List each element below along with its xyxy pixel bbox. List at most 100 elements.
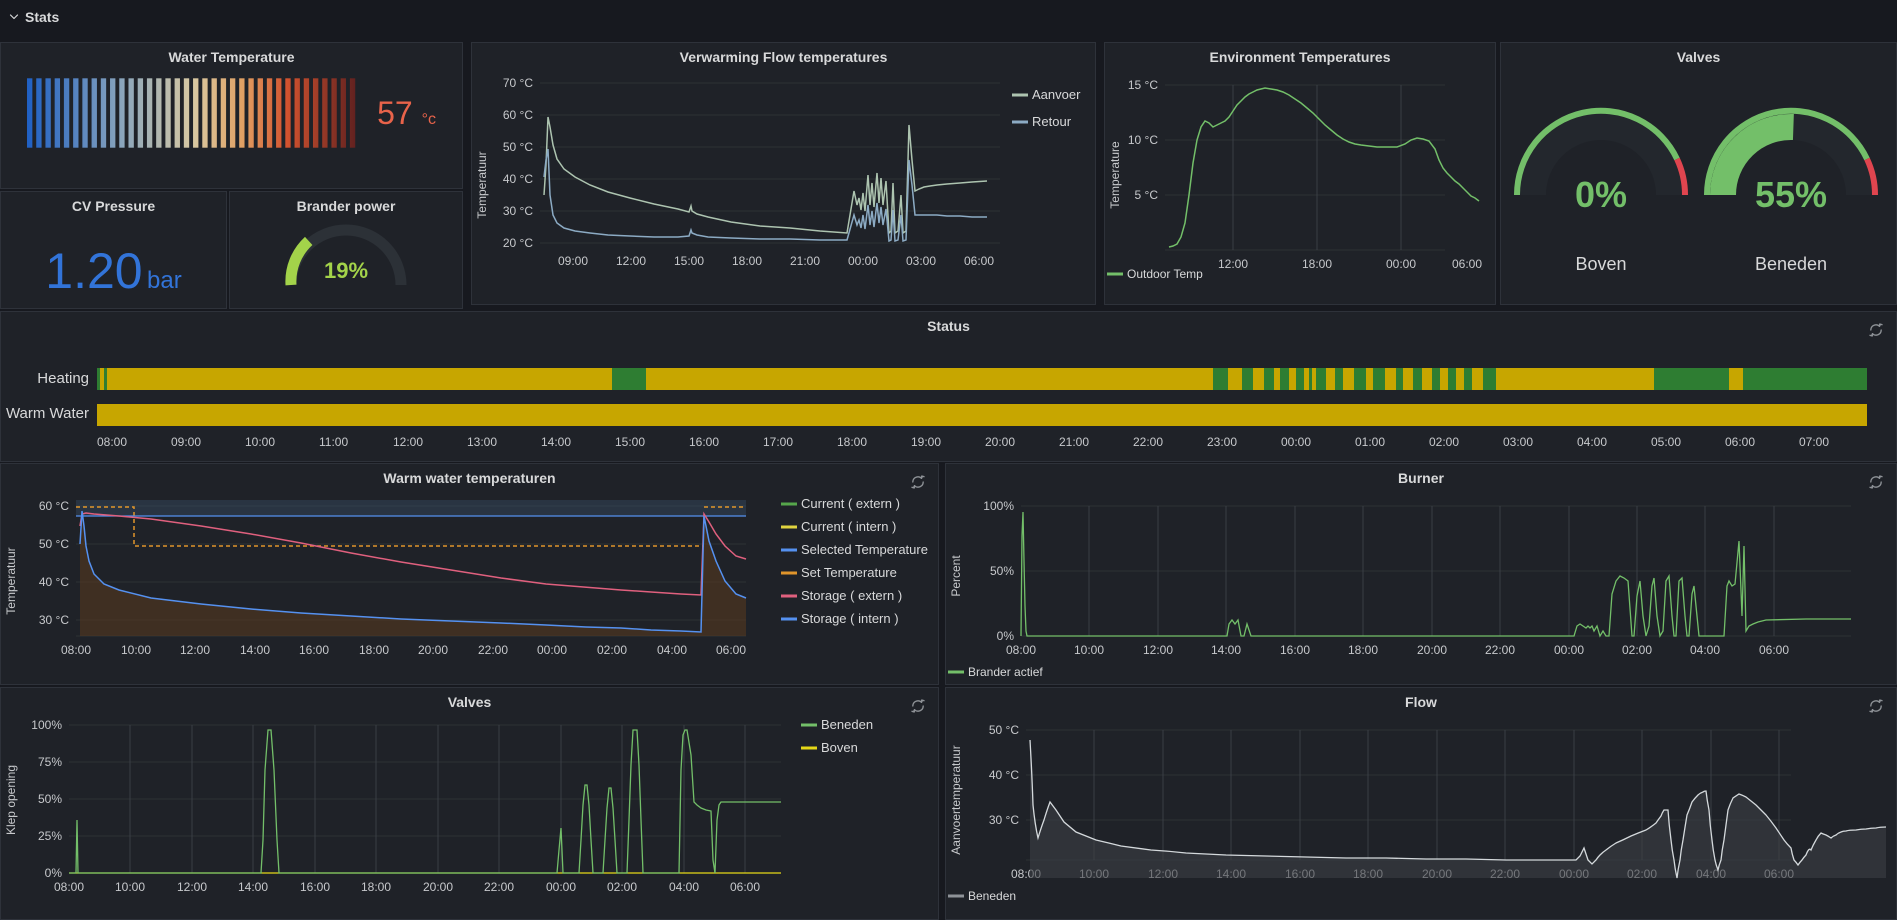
svg-text:16:00: 16:00 bbox=[1280, 643, 1310, 657]
svg-text:02:00: 02:00 bbox=[597, 643, 627, 657]
svg-text:02:00: 02:00 bbox=[607, 880, 637, 894]
svg-text:Boven: Boven bbox=[821, 740, 858, 755]
svg-text:Selected Temperature: Selected Temperature bbox=[801, 542, 928, 557]
svg-text:40 °C: 40 °C bbox=[503, 172, 533, 186]
svg-text:Temperature: Temperature bbox=[1108, 141, 1122, 209]
svg-text:02:00: 02:00 bbox=[1622, 643, 1652, 657]
svg-text:04:00: 04:00 bbox=[669, 880, 699, 894]
svg-text:00:00: 00:00 bbox=[537, 643, 567, 657]
svg-text:16:00: 16:00 bbox=[299, 643, 329, 657]
svg-text:16:00: 16:00 bbox=[300, 880, 330, 894]
svg-text:01:00: 01:00 bbox=[1355, 435, 1385, 449]
svg-text:Aanvoer: Aanvoer bbox=[1032, 87, 1081, 102]
svg-text:21:00: 21:00 bbox=[790, 254, 820, 268]
svg-text:14:00: 14:00 bbox=[541, 435, 571, 449]
svg-text:06:00: 06:00 bbox=[1759, 643, 1789, 657]
svg-text:0%: 0% bbox=[997, 629, 1015, 643]
svg-text:12:00: 12:00 bbox=[393, 435, 423, 449]
svg-text:23:00: 23:00 bbox=[1207, 435, 1237, 449]
svg-text:06:00: 06:00 bbox=[964, 254, 994, 268]
svg-text:0%: 0% bbox=[1575, 174, 1627, 215]
svg-text:20 °C: 20 °C bbox=[503, 236, 533, 250]
svg-text:70 °C: 70 °C bbox=[503, 76, 533, 90]
svg-text:14:00: 14:00 bbox=[240, 643, 270, 657]
svg-text:12:00: 12:00 bbox=[1218, 257, 1248, 271]
svg-text:Outdoor Temp: Outdoor Temp bbox=[1127, 267, 1203, 280]
svg-text:20:00: 20:00 bbox=[985, 435, 1015, 449]
svg-text:15:00: 15:00 bbox=[674, 254, 704, 268]
svg-text:Set Temperature: Set Temperature bbox=[801, 565, 897, 580]
svg-text:10 °C: 10 °C bbox=[1128, 133, 1158, 147]
svg-text:00:00: 00:00 bbox=[1554, 643, 1584, 657]
svg-text:22:00: 22:00 bbox=[1485, 643, 1515, 657]
svg-text:14:00: 14:00 bbox=[238, 880, 268, 894]
svg-text:04:00: 04:00 bbox=[1577, 435, 1607, 449]
svg-text:04:00: 04:00 bbox=[657, 643, 687, 657]
svg-text:22:00: 22:00 bbox=[1133, 435, 1163, 449]
svg-text:55%: 55% bbox=[1755, 174, 1827, 215]
svg-text:10:00: 10:00 bbox=[245, 435, 275, 449]
svg-text:18:00: 18:00 bbox=[837, 435, 867, 449]
svg-text:11:00: 11:00 bbox=[319, 435, 348, 449]
svg-text:08:00: 08:00 bbox=[1006, 643, 1036, 657]
svg-text:50 °C: 50 °C bbox=[39, 537, 69, 551]
svg-text:06:00: 06:00 bbox=[1452, 257, 1482, 271]
svg-text:12:00: 12:00 bbox=[180, 643, 210, 657]
svg-text:Temperatuur: Temperatuur bbox=[4, 547, 18, 614]
svg-text:Beneden: Beneden bbox=[1755, 254, 1827, 274]
svg-text:10:00: 10:00 bbox=[121, 643, 151, 657]
svg-text:Current ( intern ): Current ( intern ) bbox=[801, 519, 896, 534]
svg-text:Brander actief: Brander actief bbox=[968, 665, 1043, 678]
svg-text:Retour: Retour bbox=[1032, 114, 1072, 129]
svg-text:30 °C: 30 °C bbox=[989, 813, 1019, 827]
svg-text:50%: 50% bbox=[990, 564, 1014, 578]
svg-text:15 °C: 15 °C bbox=[1128, 78, 1158, 92]
svg-text:09:00: 09:00 bbox=[558, 254, 588, 268]
svg-text:30 °C: 30 °C bbox=[503, 204, 533, 218]
svg-text:25%: 25% bbox=[38, 829, 62, 843]
svg-text:08:00: 08:00 bbox=[54, 880, 84, 894]
svg-text:00:00: 00:00 bbox=[1386, 257, 1416, 271]
svg-text:17:00: 17:00 bbox=[763, 435, 793, 449]
svg-text:10:00: 10:00 bbox=[115, 880, 145, 894]
svg-text:18:00: 18:00 bbox=[361, 880, 391, 894]
svg-text:Storage ( intern ): Storage ( intern ) bbox=[801, 611, 899, 626]
svg-text:50%: 50% bbox=[38, 792, 62, 806]
svg-text:5 °C: 5 °C bbox=[1135, 188, 1159, 202]
svg-text:60 °C: 60 °C bbox=[503, 108, 533, 122]
svg-text:Temperatuur: Temperatuur bbox=[475, 151, 489, 218]
svg-text:06:00: 06:00 bbox=[1725, 435, 1755, 449]
svg-text:19:00: 19:00 bbox=[911, 435, 941, 449]
svg-text:18:00: 18:00 bbox=[1302, 257, 1332, 271]
svg-text:40 °C: 40 °C bbox=[39, 575, 69, 589]
svg-text:21:00: 21:00 bbox=[1059, 435, 1089, 449]
svg-text:03:00: 03:00 bbox=[906, 254, 936, 268]
svg-text:02:00: 02:00 bbox=[1429, 435, 1459, 449]
svg-text:14:00: 14:00 bbox=[1211, 643, 1241, 657]
svg-text:60 °C: 60 °C bbox=[39, 499, 69, 513]
svg-text:50 °C: 50 °C bbox=[989, 723, 1019, 737]
svg-text:Aanvoertemperatuur: Aanvoertemperatuur bbox=[949, 745, 963, 854]
svg-text:12:00: 12:00 bbox=[177, 880, 207, 894]
svg-text:Boven: Boven bbox=[1575, 254, 1626, 274]
svg-text:00:00: 00:00 bbox=[546, 880, 576, 894]
svg-text:05:00: 05:00 bbox=[1651, 435, 1681, 449]
svg-text:18:00: 18:00 bbox=[732, 254, 762, 268]
svg-text:07:00: 07:00 bbox=[1799, 435, 1829, 449]
svg-text:16:00: 16:00 bbox=[689, 435, 719, 449]
svg-text:Current ( extern ): Current ( extern ) bbox=[801, 496, 900, 511]
svg-text:75%: 75% bbox=[38, 755, 62, 769]
svg-text:00:00: 00:00 bbox=[848, 254, 878, 268]
svg-text:03:00: 03:00 bbox=[1503, 435, 1533, 449]
svg-text:10:00: 10:00 bbox=[1074, 643, 1104, 657]
svg-text:04:00: 04:00 bbox=[1690, 643, 1720, 657]
svg-text:22:00: 22:00 bbox=[484, 880, 514, 894]
svg-text:50 °C: 50 °C bbox=[503, 140, 533, 154]
svg-text:20:00: 20:00 bbox=[418, 643, 448, 657]
svg-text:20:00: 20:00 bbox=[423, 880, 453, 894]
svg-text:09:00: 09:00 bbox=[171, 435, 201, 449]
svg-text:30 °C: 30 °C bbox=[39, 613, 69, 627]
svg-text:06:00: 06:00 bbox=[730, 880, 760, 894]
svg-text:18:00: 18:00 bbox=[359, 643, 389, 657]
svg-text:Heating: Heating bbox=[37, 370, 89, 387]
